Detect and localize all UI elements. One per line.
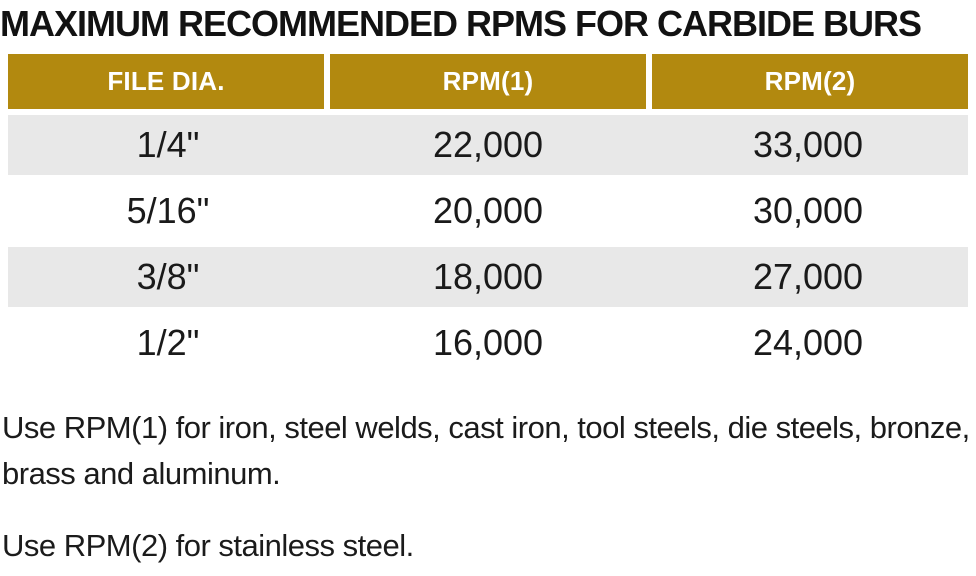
cell-rpm2: 30,000 [752,190,864,231]
note-rpm2-usage: Use RPM(2) for stainless steel. [2,528,414,563]
column-header-rpm1: RPM(1) [330,54,646,109]
column-header-rpm2: RPM(2) [652,54,968,109]
page-title: MAXIMUM RECOMMENDED RPMS FOR CARBIDE BUR… [0,3,922,44]
rpm-table: FILE DIA. RPM(1) RPM(2) 1/4" 22,000 33,0… [8,54,968,373]
notes-section: Use RPM(1) for iron, steel welds, cast i… [2,405,974,569]
note-rpm1-usage: Use RPM(1) for iron, steel welds, cast i… [2,410,970,491]
cell-rpm1: 20,000 [432,190,544,231]
table-row: 5/16" 20,000 30,000 [8,181,968,241]
cell-rpm2: 27,000 [752,256,864,297]
cell-file-dia: 5/16" [126,190,210,231]
cell-file-dia: 1/2" [136,322,200,363]
cell-rpm2: 24,000 [752,322,864,363]
table-header-row: FILE DIA. RPM(1) RPM(2) [8,54,968,109]
table-row: 1/4" 22,000 33,000 [8,115,968,175]
cell-rpm2: 33,000 [752,124,864,165]
cell-rpm1: 18,000 [432,256,544,297]
column-header-file-dia: FILE DIA. [8,54,324,109]
cell-file-dia: 3/8" [136,256,200,297]
cell-file-dia: 1/4" [136,124,200,165]
table-row: 3/8" 18,000 27,000 [8,247,968,307]
cell-rpm1: 22,000 [432,124,544,165]
table-body: 1/4" 22,000 33,000 5/16" 20,000 30,000 3… [8,115,968,373]
cell-rpm1: 16,000 [432,322,544,363]
table-row: 1/2" 16,000 24,000 [8,313,968,373]
